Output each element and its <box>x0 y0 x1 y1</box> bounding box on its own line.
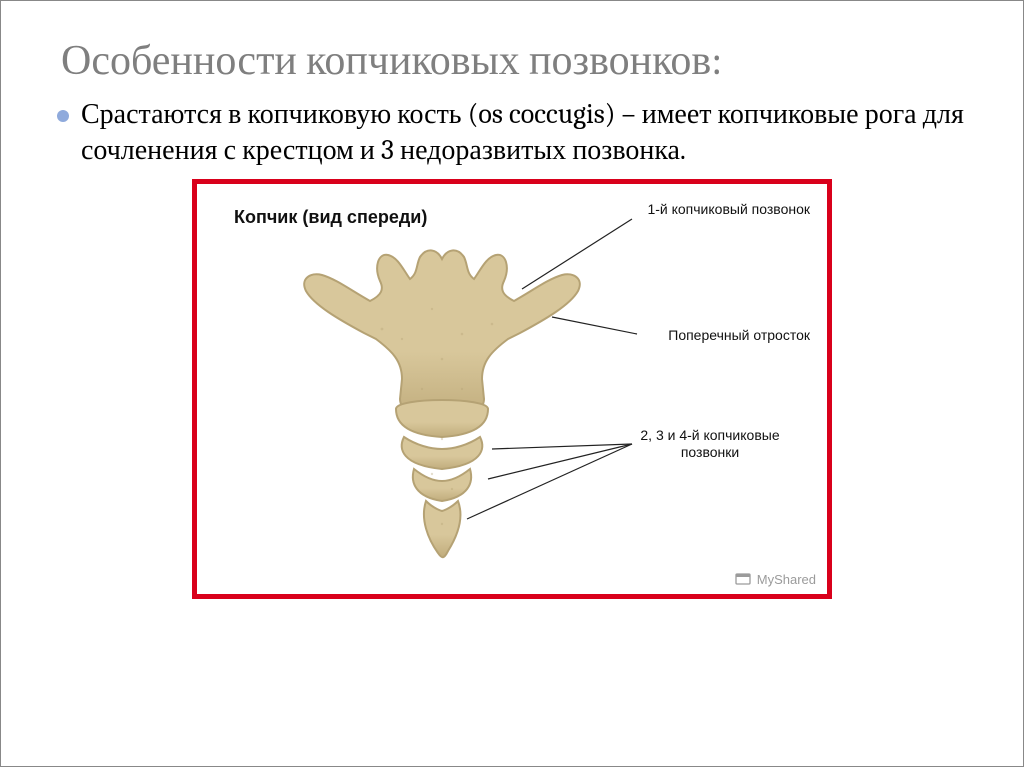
figure-wrap: Копчик (вид спереди) <box>57 179 967 599</box>
figure: Копчик (вид спереди) <box>192 179 832 599</box>
bullet-text: Срастаются в копчиковую кость (os coccug… <box>81 97 967 169</box>
watermark: MyShared <box>735 572 816 587</box>
leader-lines <box>192 179 832 599</box>
slide-frame: Особенности копчиковых позвонков: Сраста… <box>0 0 1024 767</box>
bullet-item: Срастаются в копчиковую кость (os coccug… <box>57 97 967 169</box>
body-area: Срастаются в копчиковую кость (os coccug… <box>1 85 1023 599</box>
bullet-dot <box>57 110 69 122</box>
watermark-icon <box>735 572 751 586</box>
slide-title: Особенности копчиковых позвонков: <box>1 1 1023 85</box>
watermark-text: MyShared <box>757 572 816 587</box>
